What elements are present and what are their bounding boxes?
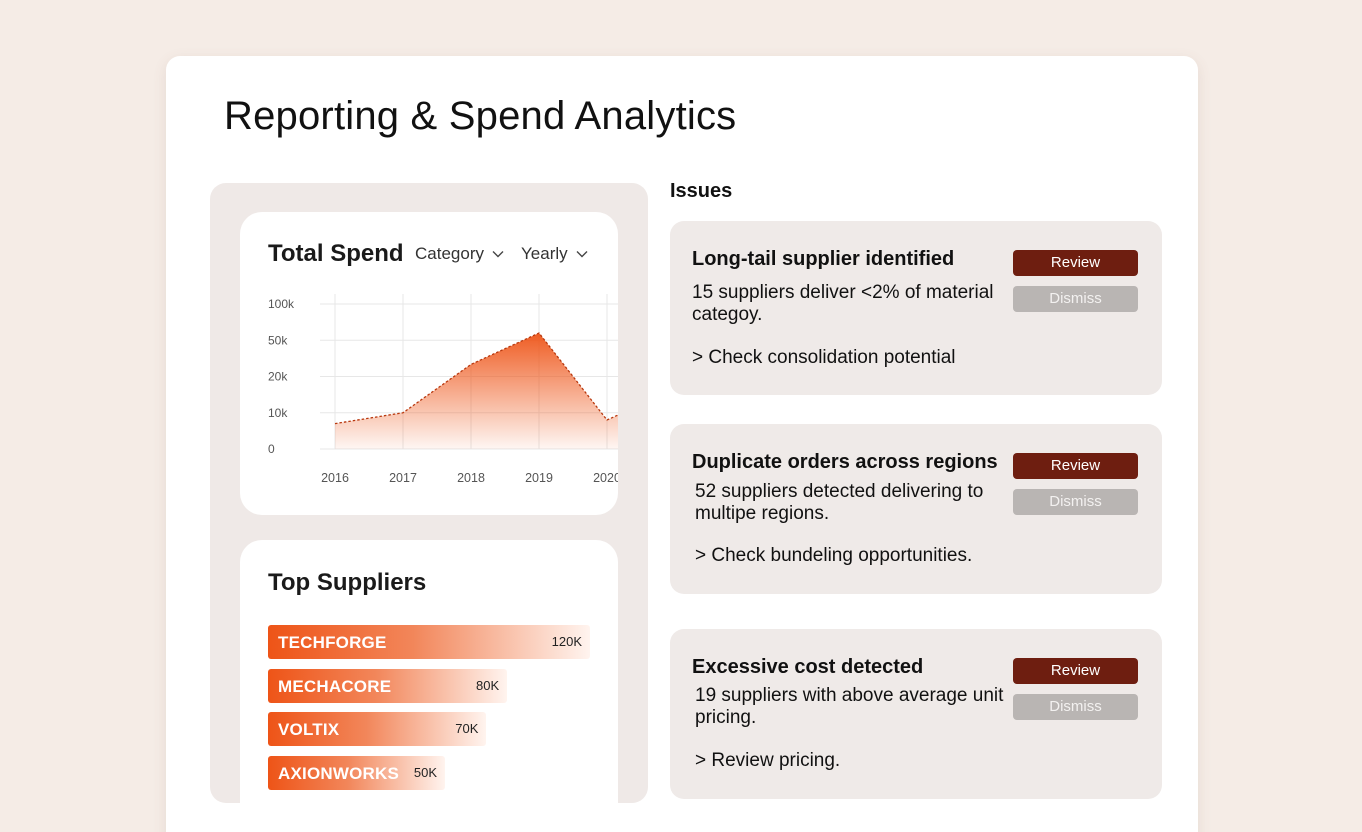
x-tick-label: 2020 — [593, 471, 618, 485]
dismiss-button[interactable]: Dismiss — [1013, 694, 1138, 720]
x-tick-label: 2016 — [321, 471, 349, 485]
review-button[interactable]: Review — [1013, 250, 1138, 276]
supplier-name: MECHACORE — [278, 676, 392, 696]
dismiss-button[interactable]: Dismiss — [1013, 489, 1138, 515]
x-tick-label: 2017 — [389, 471, 417, 485]
x-tick-label: 2018 — [457, 471, 485, 485]
category-dropdown-label: Category — [415, 244, 484, 263]
issue-card: Long-tail supplier identified 15 supplie… — [670, 221, 1162, 395]
page-title: Reporting & Spend Analytics — [224, 94, 737, 138]
chevron-down-icon — [492, 251, 504, 258]
y-tick-label: 100k — [268, 297, 295, 311]
spend-area — [335, 333, 618, 449]
issue-description: 19 suppliers with above average unit pri… — [695, 685, 1004, 728]
y-tick-label: 0 — [268, 442, 275, 456]
y-tick-label: 50k — [268, 333, 288, 347]
issue-action-link[interactable]: > Check bundeling opportunities. — [695, 545, 973, 566]
x-tick-label: 2019 — [525, 471, 553, 485]
review-button[interactable]: Review — [1013, 453, 1138, 479]
supplier-name: AXIONWORKS — [278, 764, 399, 784]
total-spend-title: Total Spend — [268, 240, 404, 267]
issue-title: Long-tail supplier identified — [692, 248, 955, 270]
chevron-down-icon — [576, 251, 588, 258]
top-suppliers-card: Top Suppliers TECHFORGE 120K MECHACORE 80K V… — [240, 540, 618, 803]
period-dropdown[interactable]: Yearly — [521, 244, 588, 264]
supplier-value: 50K — [413, 765, 437, 781]
total-spend-card: 0 10k 20k 50k 100k 2016 2017 2018 2019 2020 Total… — [240, 212, 618, 515]
supplier-name: VOLTIX — [278, 720, 340, 740]
issue-card: Duplicate orders across regions 52 suppl… — [670, 424, 1162, 594]
supplier-bar: VOLTIX 70K — [268, 712, 487, 747]
issue-title: Excessive cost detected — [692, 656, 924, 678]
issue-title: Duplicate orders across regions — [692, 451, 998, 473]
main-card: Reporting & Spend Analytics 0 10k 20k 50k 10… — [166, 56, 1198, 832]
period-dropdown-label: Yearly — [521, 244, 568, 263]
supplier-bar: AXIONWORKS 50K — [268, 756, 445, 791]
issue-description: 52 suppliers detected delivering to mult… — [695, 481, 984, 524]
supplier-name: TECHFORGE — [278, 633, 387, 652]
spend-line — [334, 332, 618, 425]
left-panel: 0 10k 20k 50k 100k 2016 2017 2018 2019 2020 Total… — [210, 183, 648, 803]
supplier-bar: MECHACORE 80K — [268, 668, 508, 703]
supplier-value: 80K — [476, 677, 500, 693]
y-tick-label: 10k — [268, 406, 288, 420]
issue-action-link[interactable]: > Review pricing. — [695, 750, 841, 771]
y-tick-label: 20k — [268, 370, 288, 384]
category-dropdown[interactable]: Category — [415, 244, 504, 264]
top-suppliers-title: Top Suppliers — [268, 569, 427, 596]
issue-card: Excessive cost detected 19 suppliers wit… — [670, 629, 1162, 799]
issue-action-link[interactable]: > Check consolidation potential — [692, 347, 956, 368]
supplier-bar: TECHFORGE 120K — [268, 625, 590, 659]
dismiss-button[interactable]: Dismiss — [1013, 286, 1138, 312]
total-spend-chart: 0 10k 20k 50k 100k 2016 2017 2018 2019 2020 — [268, 294, 618, 485]
supplier-value: 120K — [551, 634, 582, 649]
issues-heading: Issues — [670, 180, 733, 202]
review-button[interactable]: Review — [1013, 658, 1138, 684]
issue-description: 15 suppliers deliver <2% of material cat… — [692, 282, 994, 325]
supplier-value: 70K — [455, 721, 479, 737]
